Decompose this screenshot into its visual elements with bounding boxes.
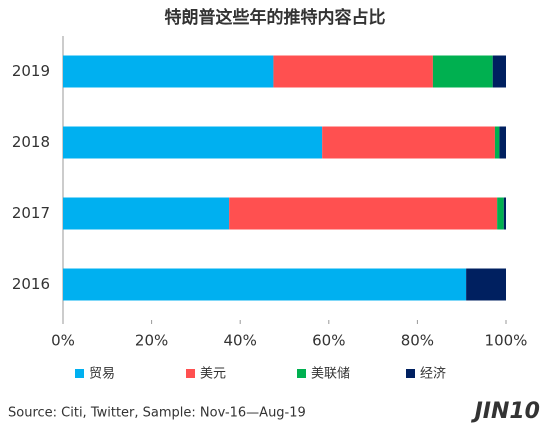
bar-segment <box>499 126 506 159</box>
bar-segment <box>229 197 498 230</box>
legend-label: 贸易 <box>89 367 115 382</box>
bar-segment <box>492 55 506 88</box>
bar-segment <box>63 126 323 159</box>
bar-segment <box>497 197 504 230</box>
bar-segment <box>466 268 506 301</box>
x-tick-label: 80% <box>401 332 434 350</box>
bar-segment <box>63 268 467 301</box>
legend-label: 美联储 <box>311 367 350 382</box>
x-tick-label: 0% <box>51 332 75 350</box>
y-tick-label: 2016 <box>12 275 50 293</box>
legend-label: 经济 <box>420 367 446 382</box>
bar-segment <box>432 55 493 88</box>
x-tick-label: 100% <box>485 332 528 350</box>
bar-segment <box>63 197 230 230</box>
bar-segment <box>494 126 500 159</box>
chart-title: 特朗普这些年的推特内容占比 <box>165 7 386 28</box>
legend-swatch <box>75 369 84 378</box>
bar-segment <box>63 55 274 88</box>
x-tick-label: 40% <box>224 332 257 350</box>
y-tick-label: 2018 <box>12 133 50 151</box>
source: Source: Citi, Twitter, Sample: Nov-16—Au… <box>8 406 306 421</box>
x-tick-label: 20% <box>135 332 168 350</box>
legend-swatch <box>406 369 415 378</box>
logo: JIN10 <box>471 399 540 424</box>
legend-label: 美元 <box>200 367 226 382</box>
x-tick-label: 60% <box>312 332 345 350</box>
bar-segment <box>273 55 433 88</box>
legend-swatch <box>186 369 195 378</box>
bar-segment <box>503 197 506 230</box>
y-tick-label: 2017 <box>12 204 50 222</box>
y-tick-label: 2019 <box>12 62 50 80</box>
bar-segment <box>322 126 495 159</box>
legend-swatch <box>297 369 306 378</box>
